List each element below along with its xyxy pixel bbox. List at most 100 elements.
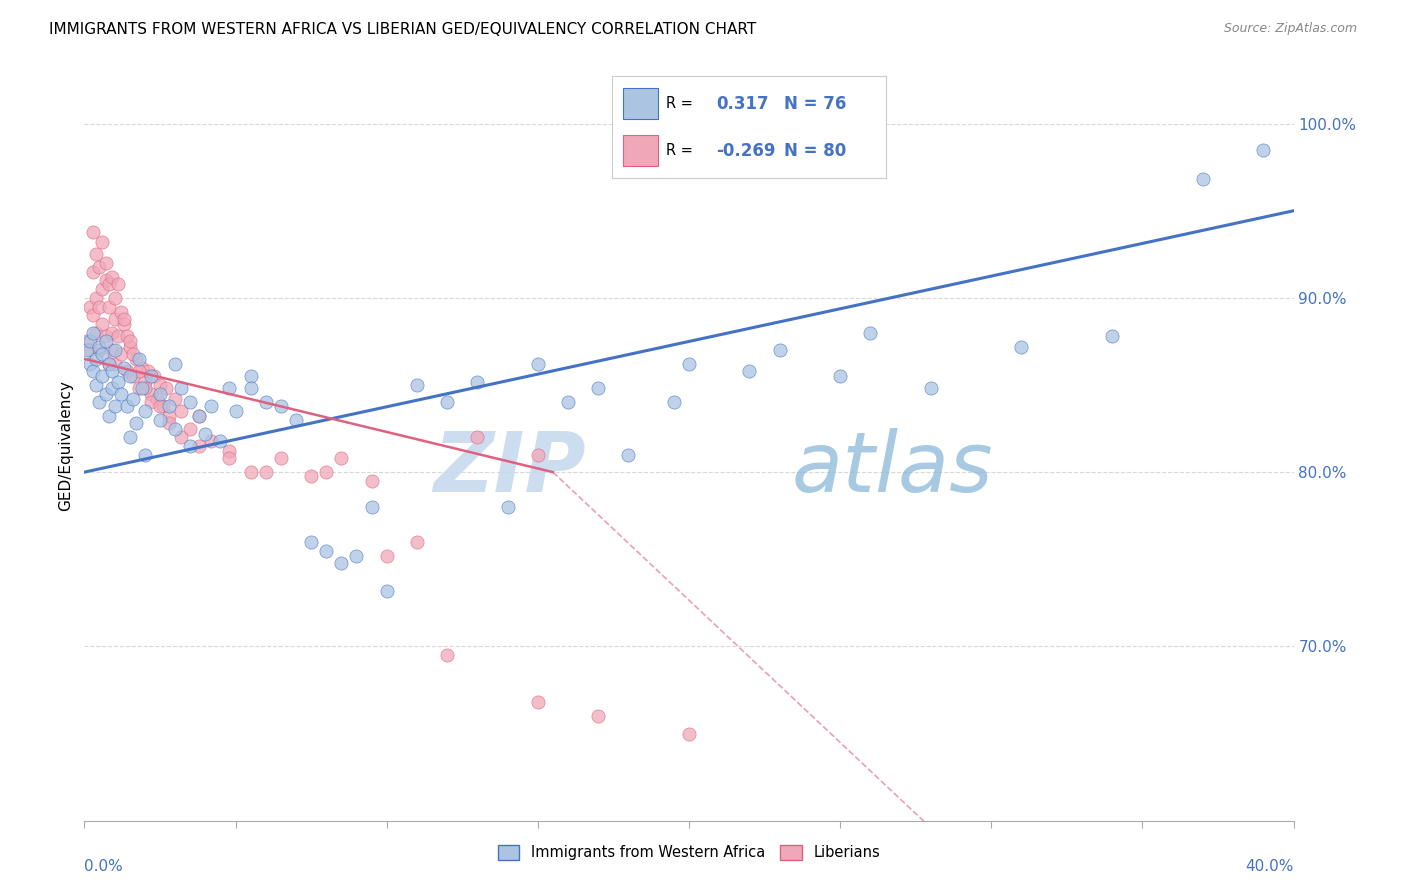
Point — [104, 357, 127, 371]
Point — [139, 386, 162, 401]
Point — [134, 375, 156, 389]
Point — [125, 417, 148, 431]
Point — [170, 430, 193, 444]
Point — [1011, 340, 1033, 354]
Point — [179, 421, 201, 435]
Point — [115, 329, 138, 343]
Point — [115, 364, 138, 378]
Point — [100, 343, 122, 358]
Point — [188, 409, 211, 424]
Point — [110, 346, 132, 360]
Point — [254, 395, 277, 409]
Point — [157, 409, 180, 424]
Point — [270, 399, 292, 413]
Point — [406, 378, 429, 392]
Point — [270, 451, 292, 466]
Point — [360, 500, 382, 514]
Point — [179, 395, 201, 409]
Point — [149, 413, 172, 427]
Point — [165, 392, 187, 406]
Text: 40.0%: 40.0% — [1246, 859, 1294, 874]
Point — [100, 326, 122, 340]
Point — [128, 364, 150, 378]
Text: atlas: atlas — [792, 428, 994, 509]
Point — [134, 404, 156, 418]
Point — [360, 474, 382, 488]
Point — [79, 334, 101, 349]
Legend: Immigrants from Western Africa, Liberians: Immigrants from Western Africa, Liberian… — [492, 838, 886, 866]
Point — [617, 448, 640, 462]
Point — [82, 225, 104, 239]
Point — [375, 549, 398, 563]
Point — [330, 556, 353, 570]
Point — [315, 465, 337, 479]
Point — [239, 369, 262, 384]
Point — [110, 386, 132, 401]
Point — [94, 329, 117, 343]
Point — [1101, 329, 1123, 343]
Point — [100, 364, 122, 378]
Point — [79, 343, 101, 358]
Point — [218, 382, 240, 396]
Point — [91, 317, 114, 331]
Point — [239, 382, 262, 396]
Point — [859, 326, 882, 340]
Point — [118, 430, 141, 444]
Point — [97, 277, 120, 291]
Point — [218, 444, 240, 458]
Point — [152, 399, 174, 413]
Point — [107, 329, 129, 343]
Point — [91, 346, 114, 360]
Point — [134, 382, 156, 396]
Point — [200, 434, 222, 448]
Point — [121, 392, 143, 406]
Text: Source: ZipAtlas.com: Source: ZipAtlas.com — [1223, 22, 1357, 36]
Point — [170, 382, 193, 396]
Point — [285, 413, 308, 427]
Point — [97, 300, 120, 314]
Point — [125, 351, 148, 366]
Point — [94, 256, 117, 270]
Point — [149, 386, 172, 401]
Point — [209, 434, 232, 448]
Point — [155, 382, 177, 396]
Point — [557, 395, 579, 409]
Point — [496, 500, 519, 514]
Text: R =: R = — [666, 144, 697, 158]
Point — [225, 404, 247, 418]
Point — [136, 364, 159, 378]
Point — [134, 448, 156, 462]
Point — [107, 375, 129, 389]
Point — [299, 534, 322, 549]
Point — [100, 270, 122, 285]
Point — [188, 409, 211, 424]
Point — [118, 340, 141, 354]
Point — [157, 417, 180, 431]
Point — [82, 364, 104, 378]
Point — [436, 395, 458, 409]
Point — [97, 357, 120, 371]
Text: 0.317: 0.317 — [716, 95, 769, 112]
Point — [86, 291, 108, 305]
Point — [239, 465, 262, 479]
Point — [131, 360, 153, 375]
Point — [118, 334, 141, 349]
Text: N = 76: N = 76 — [785, 95, 846, 112]
Point — [330, 451, 353, 466]
Point — [89, 300, 111, 314]
Point — [86, 247, 108, 261]
Point — [588, 382, 610, 396]
Point — [299, 468, 322, 483]
Point — [467, 375, 489, 389]
Point — [112, 311, 135, 326]
Point — [165, 357, 187, 371]
Point — [218, 451, 240, 466]
Point — [678, 357, 700, 371]
Bar — [623, 88, 658, 119]
Point — [76, 334, 98, 349]
Point — [200, 399, 222, 413]
Point — [527, 695, 550, 709]
Point — [128, 351, 150, 366]
Text: R =: R = — [666, 96, 697, 111]
Text: ZIP: ZIP — [433, 428, 586, 509]
